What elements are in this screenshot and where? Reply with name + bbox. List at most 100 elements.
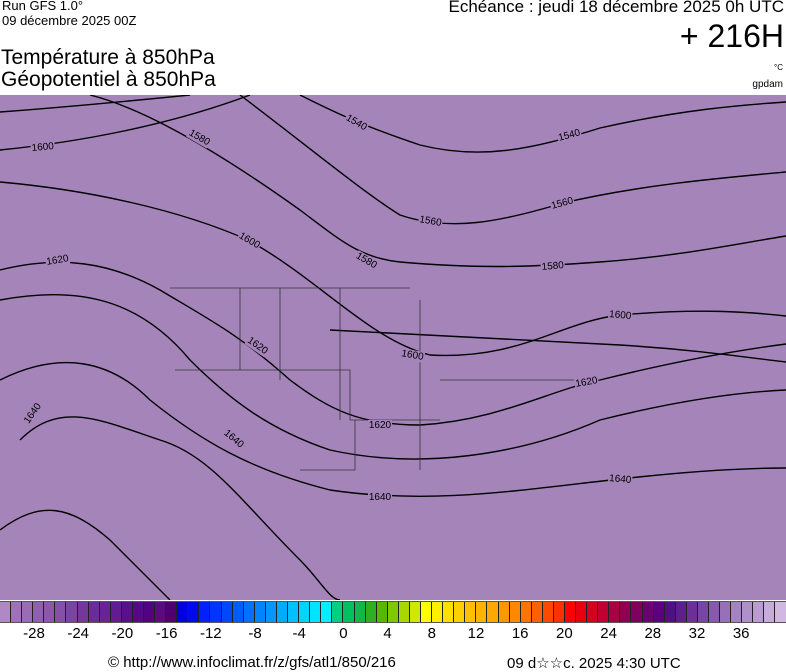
colorbar-cell: [697, 602, 709, 622]
contour-label: 1620: [575, 375, 599, 390]
colorbar-cell: [542, 602, 554, 622]
generation-date: 09 d☆☆c. 2025 4:30 UTC: [507, 655, 681, 672]
colorbar-cell: [332, 602, 344, 622]
colorbar-cell: [587, 602, 599, 622]
colorbar-cell: [221, 602, 233, 622]
colorbar-cell: [420, 602, 433, 622]
colorbar-cell: [365, 602, 377, 622]
colorbar-cell: [476, 602, 488, 622]
contour-line: [0, 293, 786, 460]
colorbar-cell: [210, 602, 222, 622]
colorbar-cell: [22, 602, 34, 622]
colorbar-cell: [254, 602, 266, 622]
colorbar-tick-label: -28: [23, 625, 45, 642]
title-geopotential: Géopotentiel à 850hPa: [1, 68, 216, 91]
colorbar-cell: [764, 602, 776, 622]
colorbar-cell: [55, 602, 67, 622]
colorbar-cell: [376, 602, 388, 622]
colorbar-cell: [88, 602, 100, 622]
colorbar-cell: [265, 602, 277, 622]
colorbar-cell: [276, 602, 289, 622]
colorbar-cell: [731, 602, 743, 622]
unit-temperature: °C: [774, 63, 783, 72]
colorbar-cell: [110, 602, 122, 622]
colorbar-tick-label: 36: [732, 625, 750, 642]
colorbar-tick-label: 32: [688, 625, 706, 642]
colorbar-cell: [432, 602, 444, 622]
temperature-colorbar: [0, 601, 786, 623]
colorbar-cell: [686, 602, 698, 622]
colorbar-cell: [310, 602, 322, 622]
contour-label: 1620: [46, 253, 70, 268]
colorbar-tick-label: 12: [467, 625, 485, 642]
colorbar-cell: [409, 602, 421, 622]
contour-label: 1560: [550, 195, 575, 211]
run-date: 09 décembre 2025 00Z: [2, 13, 137, 28]
colorbar-cell: [498, 602, 510, 622]
contour-line: [329, 329, 786, 363]
colorbar-cell: [454, 602, 466, 622]
colorbar-cell: [33, 602, 45, 622]
colorbar-tick-label: -8: [248, 625, 262, 642]
colorbar-cell: [709, 602, 721, 622]
weather-map: 1600 1580 1540 1540 1600 1620 1560 1560 1580 1580…: [0, 94, 786, 601]
source-url[interactable]: © http://www.infoclimat.fr/z/gfs/atl1/85…: [108, 654, 396, 671]
colorbar-cell: [720, 602, 732, 622]
title-temperature: Température à 850hPa: [1, 46, 215, 69]
colorbar-cell: [564, 602, 577, 622]
contour-label: 1640: [609, 473, 633, 486]
lead-time: + 216H: [679, 18, 784, 54]
colorbar-cell: [531, 602, 543, 622]
run-label: Run GFS 1.0°: [2, 0, 84, 13]
colorbar-tick-label: -12: [199, 625, 222, 642]
contour-label: 1600: [401, 348, 425, 363]
colorbar-cell: [132, 602, 145, 622]
contour-line: [299, 94, 786, 153]
colorbar-cell: [299, 602, 311, 622]
contour-label: 1600: [609, 309, 633, 322]
colorbar-tick-label: -16: [155, 625, 178, 642]
colorbar-cell: [609, 602, 621, 622]
colorbar-ticks: -28 -24 -20 -16 -12 -8 -4 0 4 8 12 16 20 24 28 32 36: [0, 625, 786, 643]
colorbar-cell: [487, 602, 499, 622]
colorbar-cell: [44, 602, 56, 622]
colorbar-tick-label: 24: [600, 625, 617, 642]
colorbar-tick-label: 16: [511, 625, 529, 642]
colorbar-cell: [11, 602, 23, 622]
colorbar-cell: [598, 602, 610, 622]
colorbar-cell: [288, 602, 300, 622]
contour-label: 1620: [369, 420, 392, 431]
colorbar-cell: [343, 602, 355, 622]
colorbar-cell: [576, 602, 588, 622]
state-borders: [170, 287, 580, 471]
colorbar-tick-label: -20: [111, 625, 134, 642]
colorbar-cell: [77, 602, 89, 622]
contour-line: [89, 94, 786, 268]
contour-line: [19, 416, 341, 601]
colorbar-cell: [775, 602, 786, 622]
colorbar-cell: [166, 602, 178, 622]
geopotential-contours: [0, 94, 786, 601]
colorbar-cell: [155, 602, 167, 622]
colorbar-cell: [642, 602, 654, 622]
colorbar-cell: [177, 602, 189, 622]
colorbar-tick-label: -4: [292, 625, 306, 642]
colorbar-cell: [398, 602, 410, 622]
contour-line: [0, 261, 786, 426]
contour-label: 1560: [419, 214, 443, 229]
contour-label: 1540: [557, 127, 582, 143]
colorbar-cell: [664, 602, 676, 622]
colorbar-cell: [243, 602, 255, 622]
contour-label: 1640: [369, 492, 392, 503]
colorbar-cell: [188, 602, 200, 622]
colorbar-cell: [387, 602, 399, 622]
colorbar-cell: [121, 602, 133, 622]
forecast-valid-time: Echéance : jeudi 18 décembre 2025 0h UTC: [448, 0, 784, 16]
colorbar-cell: [465, 602, 477, 622]
colorbar-cell: [620, 602, 632, 622]
colorbar-cell: [144, 602, 156, 622]
colorbar-cell: [631, 602, 643, 622]
colorbar-cell: [0, 602, 12, 622]
